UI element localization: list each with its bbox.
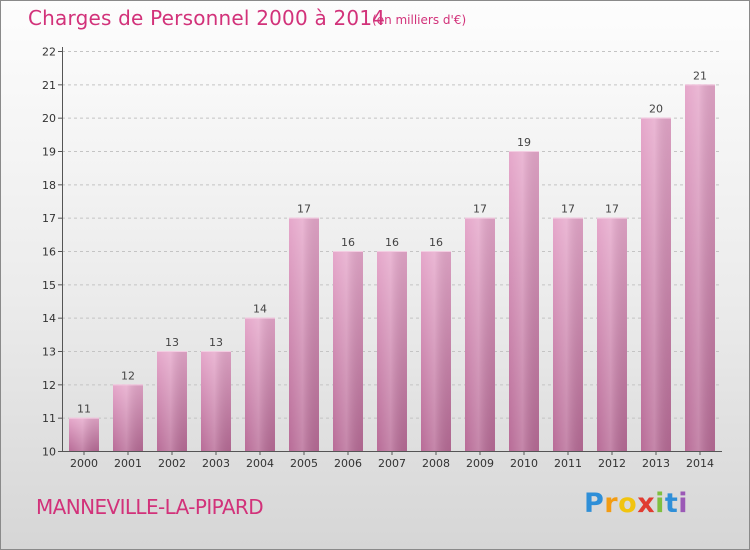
proxiti-logo: Proxiti xyxy=(584,488,688,519)
bar-value-label: 17 xyxy=(297,203,311,216)
x-tick-label: 2010 xyxy=(510,457,538,470)
labels: 10 11 12 13 14 15 16 17 18 19 20 21 22 11 2000 12 2001 13… xyxy=(42,46,714,471)
chart-subtitle: (en milliers d'€) xyxy=(372,13,467,27)
bar-value-label: 11 xyxy=(77,403,91,416)
bar-shine xyxy=(685,84,715,451)
bar-value-label: 17 xyxy=(561,203,575,216)
bar-shine xyxy=(201,351,231,451)
bar-shine xyxy=(113,384,143,451)
y-tick-label: 10 xyxy=(42,446,56,459)
y-tick-label: 14 xyxy=(42,312,56,325)
x-tick-label: 2011 xyxy=(554,457,582,470)
bar-value-label: 16 xyxy=(429,236,443,249)
y-tick-label: 15 xyxy=(42,279,56,292)
bar-value-label: 16 xyxy=(341,236,355,249)
x-tick-label: 2007 xyxy=(378,457,406,470)
y-tick-label: 19 xyxy=(42,146,56,159)
bar-shine xyxy=(597,217,627,451)
y-tick-label: 13 xyxy=(42,346,56,359)
x-tick-label: 2006 xyxy=(334,457,362,470)
bar-value-label: 19 xyxy=(517,136,531,149)
y-tick-label: 22 xyxy=(42,46,56,59)
x-tick-label: 2000 xyxy=(70,457,98,470)
bar-shine xyxy=(245,317,275,451)
bar-value-label: 17 xyxy=(605,203,619,216)
y-tick-label: 16 xyxy=(42,246,56,259)
x-tick-label: 2003 xyxy=(202,457,230,470)
axes xyxy=(58,47,722,455)
bar-value-label: 13 xyxy=(209,336,223,349)
bar-shine xyxy=(69,417,99,451)
bars xyxy=(69,84,715,452)
bar-shine xyxy=(157,351,187,451)
y-tick-label: 21 xyxy=(42,79,56,92)
logo-letter: t xyxy=(664,488,679,519)
x-tick-label: 2012 xyxy=(598,457,626,470)
logo-letter: r xyxy=(604,488,619,519)
bar-value-label: 12 xyxy=(121,369,135,382)
y-tick-label: 11 xyxy=(42,412,56,425)
commune-name: MANNEVILLE-LA-PIPARD xyxy=(36,495,264,519)
bar-shine xyxy=(421,251,451,451)
x-tick-label: 2004 xyxy=(246,457,274,470)
y-tick-label: 18 xyxy=(42,179,56,192)
bar-shine xyxy=(333,251,363,451)
y-tick-label: 17 xyxy=(42,212,56,225)
logo-letter: x xyxy=(637,488,656,519)
bar-value-label: 21 xyxy=(693,69,707,82)
x-tick-label: 2013 xyxy=(642,457,670,470)
x-tick-label: 2005 xyxy=(290,457,318,470)
logo-letter: i xyxy=(655,488,665,519)
y-tick-label: 20 xyxy=(42,112,56,125)
bar-value-label: 20 xyxy=(649,103,663,116)
chart-title: Charges de Personnel 2000 à 2014 xyxy=(28,6,386,30)
bar-value-label: 17 xyxy=(473,203,487,216)
bar-value-label: 14 xyxy=(253,303,267,316)
x-tick-label: 2014 xyxy=(686,457,714,470)
bar-shine xyxy=(553,217,583,451)
bar-shine xyxy=(465,217,495,451)
bar-value-label: 16 xyxy=(385,236,399,249)
bar-shine xyxy=(641,117,671,452)
logo-letter: o xyxy=(618,488,638,519)
logo-letter: i xyxy=(678,488,689,519)
x-tick-label: 2002 xyxy=(158,457,186,470)
bar-value-label: 13 xyxy=(165,336,179,349)
y-tick-label: 12 xyxy=(42,379,56,392)
logo-letter: P xyxy=(584,488,605,519)
x-tick-label: 2008 xyxy=(422,457,450,470)
bar-shine xyxy=(509,151,539,451)
x-tick-label: 2009 xyxy=(466,457,494,470)
bar-shine xyxy=(377,251,407,451)
bar-shine xyxy=(289,217,319,451)
x-tick-label: 2001 xyxy=(114,457,142,470)
